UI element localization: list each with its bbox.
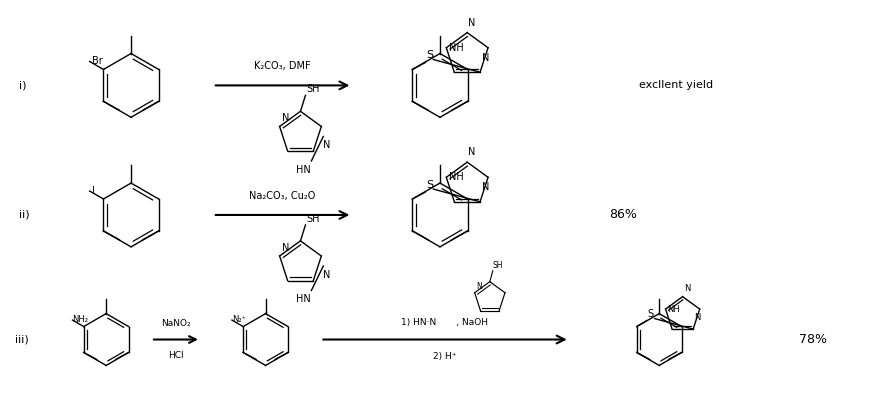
- Text: N: N: [482, 53, 489, 63]
- Text: excllent yield: excllent yield: [639, 81, 713, 90]
- Text: 2) H⁺: 2) H⁺: [434, 353, 457, 361]
- Text: K₂CO₃, DMF: K₂CO₃, DMF: [254, 61, 311, 71]
- Text: NaNO₂: NaNO₂: [161, 318, 191, 328]
- Text: N: N: [695, 313, 701, 322]
- Text: N: N: [281, 114, 289, 123]
- Text: N: N: [476, 282, 482, 291]
- Text: Na₂CO₃, Cu₂O: Na₂CO₃, Cu₂O: [249, 191, 316, 201]
- Text: Br: Br: [92, 56, 102, 66]
- Text: NH₂: NH₂: [73, 315, 88, 324]
- Text: S: S: [427, 50, 434, 60]
- Text: HCl: HCl: [168, 351, 184, 360]
- Text: ii): ii): [19, 210, 30, 220]
- Text: SH: SH: [307, 84, 320, 94]
- Text: SH: SH: [307, 214, 320, 224]
- Text: iii): iii): [16, 334, 29, 345]
- Text: N: N: [683, 284, 690, 293]
- Text: HN: HN: [295, 295, 310, 305]
- Text: S: S: [427, 180, 434, 190]
- Text: N: N: [323, 270, 330, 280]
- Text: N₂⁺: N₂⁺: [232, 315, 246, 324]
- Text: N: N: [281, 243, 289, 253]
- Text: N: N: [482, 182, 489, 192]
- Text: 86%: 86%: [609, 208, 637, 222]
- Text: I: I: [92, 186, 94, 196]
- Text: S: S: [648, 309, 654, 319]
- Text: N: N: [468, 147, 475, 157]
- Text: NH: NH: [668, 305, 680, 314]
- Text: 78%: 78%: [799, 333, 827, 346]
- Text: NH: NH: [449, 43, 464, 53]
- Text: HN: HN: [295, 165, 310, 175]
- Text: N: N: [323, 140, 330, 150]
- Text: N: N: [468, 18, 475, 27]
- Text: i): i): [19, 81, 27, 90]
- Text: SH: SH: [493, 261, 503, 270]
- Text: NH: NH: [449, 172, 464, 182]
- Text: 1) HN·N       , NaOH: 1) HN·N , NaOH: [401, 318, 489, 326]
